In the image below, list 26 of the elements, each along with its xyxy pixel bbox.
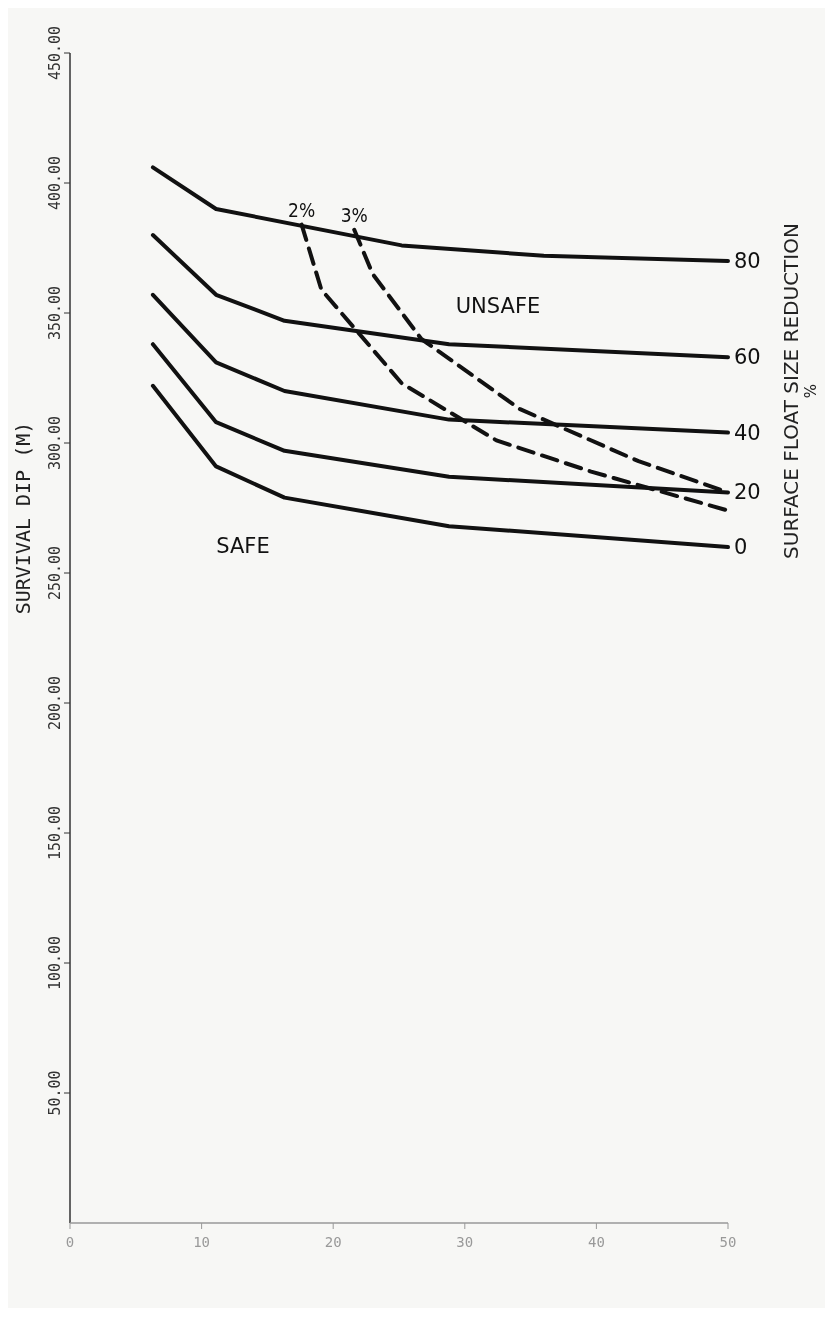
series-label: 3% xyxy=(340,203,368,226)
series-label: 2% xyxy=(288,198,316,221)
series-label: 40 xyxy=(734,420,761,445)
series-label: 20 xyxy=(734,480,761,505)
annotation: UNSAFE xyxy=(455,294,541,318)
x-tick-label: 40 xyxy=(587,1234,605,1250)
series-label: 0 xyxy=(734,535,748,559)
x-tick-label: 10 xyxy=(193,1234,211,1250)
y-tick-label: 300.00 xyxy=(46,415,64,471)
x-tick-label: 50 xyxy=(719,1234,737,1250)
y-tick-label: 400.00 xyxy=(46,155,64,211)
series-label: 60 xyxy=(734,345,761,370)
y-axis-title: SURVIVAL DIP (M) xyxy=(11,421,35,615)
y-tick-label: 150.00 xyxy=(46,805,64,861)
y-tick-label: 350.00 xyxy=(46,285,64,341)
x-tick-label: 30 xyxy=(456,1234,474,1250)
y-tick-label: 100.00 xyxy=(46,935,64,991)
y-tick-label: 50.00 xyxy=(46,1070,64,1116)
y-tick-label: 450.00 xyxy=(46,25,64,81)
x-tick-label: 20 xyxy=(324,1234,342,1250)
series-label: 80 xyxy=(734,249,761,273)
annotation: SAFE xyxy=(216,534,270,558)
x-tick-label: 0 xyxy=(65,1234,75,1250)
legend-title: SURFACE FLOAT SIZE REDUCTION % xyxy=(779,223,820,559)
y-tick-label: 200.00 xyxy=(46,675,64,731)
y-tick-label: 250.00 xyxy=(46,545,64,601)
